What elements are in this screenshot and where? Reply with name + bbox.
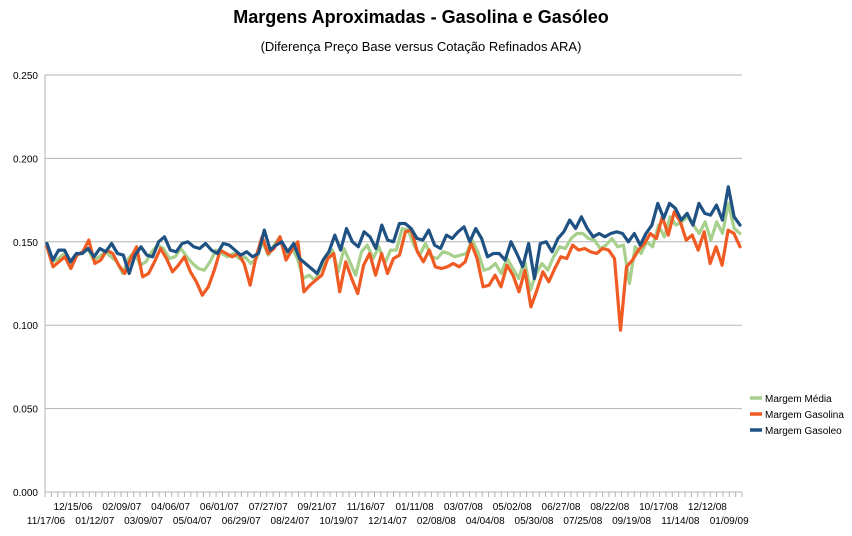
x-tick-label: 10/19/07 (319, 516, 358, 527)
series-line-0 (45, 201, 742, 292)
x-tick-label: 05/04/07 (173, 516, 212, 527)
gridlines (44, 74, 742, 493)
x-tick-label: 06/27/08 (542, 502, 581, 513)
x-tick-label: 12/14/07 (368, 516, 407, 527)
x-tick-label: 09/19/08 (612, 516, 651, 527)
chart-subtitle: (Diferença Preço Base versus Cotação Ref… (261, 39, 582, 54)
y-tick-label: 0.250 (13, 71, 38, 82)
y-tick-label: 0.000 (13, 488, 38, 499)
y-tick-label: 0.150 (13, 238, 38, 249)
x-tick-label: 04/06/07 (151, 502, 190, 513)
legend: Margem Média Margem Gasolina Margem Gasole… (750, 394, 844, 437)
legend-label: Margem Gasoleo (765, 426, 842, 437)
x-tick-label: 06/29/07 (222, 516, 261, 527)
y-axis-ticks: 0.000 0.050 0.100 0.150 0.200 0.250 (13, 71, 38, 499)
legend-label: Margem Gasolina (765, 410, 844, 421)
x-tick-label: 01/09/09 (710, 516, 749, 527)
x-tick-label: 05/02/08 (493, 502, 532, 513)
x-tick-label: 03/09/07 (124, 516, 163, 527)
x-tick-label: 04/04/08 (466, 516, 505, 527)
x-tick-label: 10/17/08 (639, 502, 678, 513)
series-line-2 (45, 185, 742, 281)
series-line-1 (45, 210, 742, 332)
x-tick-label: 09/21/07 (298, 502, 337, 513)
y-tick-label: 0.200 (13, 154, 38, 165)
x-tick-label: 03/07/08 (444, 502, 483, 513)
x-tick-label: 12/12/08 (688, 502, 727, 513)
series-lines (45, 185, 742, 332)
x-tick-label: 11/14/08 (661, 516, 700, 527)
x-tick-label: 05/30/08 (515, 516, 554, 527)
x-tick-label: 08/24/07 (271, 516, 310, 527)
x-tick-label: 01/12/07 (75, 516, 114, 527)
x-tick-label: 07/27/07 (249, 502, 288, 513)
x-tick-label: 08/22/08 (590, 502, 629, 513)
x-tick-label: 07/25/08 (563, 516, 602, 527)
x-tick-label: 11/16/07 (347, 502, 386, 513)
x-tick-label: 02/09/07 (102, 502, 141, 513)
y-tick-label: 0.050 (13, 405, 38, 416)
x-tick-label: 02/08/08 (417, 516, 456, 527)
x-tick-label: 06/01/07 (200, 502, 239, 513)
legend-label: Margem Média (765, 394, 832, 405)
x-tick-label: 12/15/06 (54, 502, 93, 513)
y-tick-label: 0.100 (13, 321, 38, 332)
chart-title: Margens Aproximadas - Gasolina e Gasóleo (233, 7, 608, 27)
x-tick-label: 01/11/08 (396, 502, 435, 513)
x-axis-ticks: 11/17/06 01/12/07 03/09/07 05/04/07 06/29/07… (27, 492, 749, 527)
x-tick-label: 11/17/06 (27, 516, 66, 527)
